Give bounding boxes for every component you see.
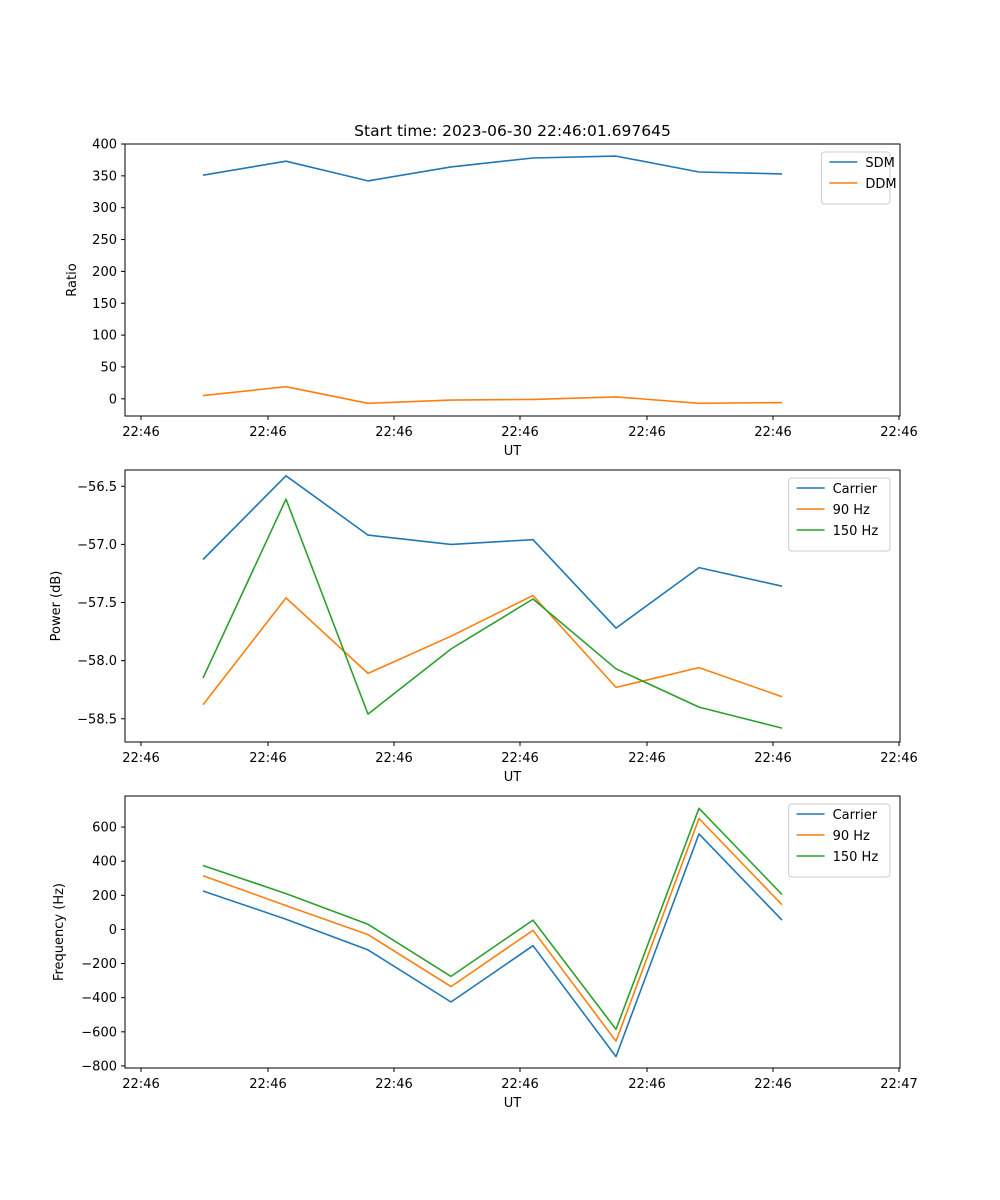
x-axis-label: UT xyxy=(504,444,522,459)
x-axis-label: UT xyxy=(504,770,522,785)
series-line-150-hz xyxy=(202,498,783,729)
x-tick-label: 22:46 xyxy=(122,425,159,440)
y-tick-label: −56.5 xyxy=(77,480,117,495)
x-axis-label: UT xyxy=(504,1096,522,1111)
y-tick-label: 400 xyxy=(92,855,117,870)
x-tick-label: 22:46 xyxy=(880,751,917,766)
y-tick-label: 200 xyxy=(92,265,117,280)
y-tick-label: 100 xyxy=(92,329,117,344)
x-tick-label: 22:46 xyxy=(880,425,917,440)
legend-label: DDM xyxy=(865,177,896,192)
legend-label: 90 Hz xyxy=(833,503,870,518)
x-tick-label: 22:47 xyxy=(880,1077,917,1092)
y-tick-label: 400 xyxy=(92,138,117,153)
chart-panel-2: −56.5 −57.0 −57.5 −58.0 −58.5 22:46 22:46 22:46… xyxy=(49,469,918,785)
chart-panel-1: Start time: 2023-06-30 22:46:01.697645 0 5… xyxy=(65,122,918,459)
y-tick-label: 0 xyxy=(109,923,117,938)
y-axis-label: Power (dB) xyxy=(49,571,64,642)
y-tick-label: −800 xyxy=(81,1059,117,1074)
y-tick-label: −400 xyxy=(81,991,117,1006)
series-line-sdm xyxy=(202,155,783,182)
y-axis-label: Ratio xyxy=(65,263,80,296)
y-tick-label: 300 xyxy=(92,201,117,216)
series-line-carrier xyxy=(202,474,783,629)
legend-box xyxy=(820,151,891,205)
series-line-150-hz xyxy=(202,807,783,1031)
legend-label: Carrier xyxy=(833,482,878,497)
y-tick-label: 50 xyxy=(100,360,117,375)
legend: Carrier 90 Hz 150 Hz xyxy=(788,477,891,552)
y-tick-label: 350 xyxy=(92,169,117,184)
x-tick-label: 22:46 xyxy=(249,425,286,440)
y-tick-label: 600 xyxy=(92,821,117,836)
y-tick-label: −600 xyxy=(81,1025,117,1040)
legend-box xyxy=(788,477,891,552)
y-tick-label: −200 xyxy=(81,957,117,972)
legend: SDM DDM xyxy=(820,151,897,205)
y-tick-label: −57.0 xyxy=(77,538,117,553)
y-tick-label: −57.5 xyxy=(77,596,117,611)
x-tick-label: 22:46 xyxy=(754,751,791,766)
legend-label: 150 Hz xyxy=(833,524,879,539)
y-tick-label: 0 xyxy=(109,392,117,407)
y-tick-label: −58.5 xyxy=(77,712,117,727)
legend-box xyxy=(788,803,891,878)
chart-title: Start time: 2023-06-30 22:46:01.697645 xyxy=(354,122,671,140)
y-tick-label: 250 xyxy=(92,233,117,248)
y-tick-label: 200 xyxy=(92,889,117,904)
series-line-90-hz xyxy=(202,594,783,706)
plot-frame xyxy=(124,469,901,743)
x-tick-label: 22:46 xyxy=(375,1077,412,1092)
legend-label: SDM xyxy=(865,156,894,171)
series-line-carrier xyxy=(202,833,783,1058)
x-tick-label: 22:46 xyxy=(249,751,286,766)
x-tick-label: 22:46 xyxy=(628,1077,665,1092)
series-line-ddm xyxy=(202,385,783,405)
plot-frame xyxy=(124,795,901,1069)
x-tick-label: 22:46 xyxy=(501,751,538,766)
x-tick-label: 22:46 xyxy=(754,1077,791,1092)
y-axis-label: Frequency (Hz) xyxy=(52,883,67,981)
x-tick-label: 22:46 xyxy=(628,751,665,766)
x-tick-label: 22:46 xyxy=(249,1077,286,1092)
x-tick-label: 22:46 xyxy=(628,425,665,440)
y-tick-label: −58.0 xyxy=(77,654,117,669)
y-tick-label: 150 xyxy=(92,297,117,312)
x-tick-label: 22:46 xyxy=(122,751,159,766)
chart-panel-3: 600 400 200 0 −200 −400 −600 −800 22:46 22:46 22:4… xyxy=(52,795,918,1111)
legend-label: 150 Hz xyxy=(833,850,879,865)
legend-label: 90 Hz xyxy=(833,829,870,844)
x-tick-label: 22:46 xyxy=(754,425,791,440)
x-tick-label: 22:46 xyxy=(122,1077,159,1092)
x-tick-label: 22:46 xyxy=(375,425,412,440)
plot-frame xyxy=(124,143,901,417)
legend: Carrier 90 Hz 150 Hz xyxy=(788,803,891,878)
x-tick-label: 22:46 xyxy=(375,751,412,766)
legend-label: Carrier xyxy=(833,808,878,823)
series-line-90-hz xyxy=(202,817,783,1042)
x-tick-label: 22:46 xyxy=(501,1077,538,1092)
x-tick-label: 22:46 xyxy=(501,425,538,440)
